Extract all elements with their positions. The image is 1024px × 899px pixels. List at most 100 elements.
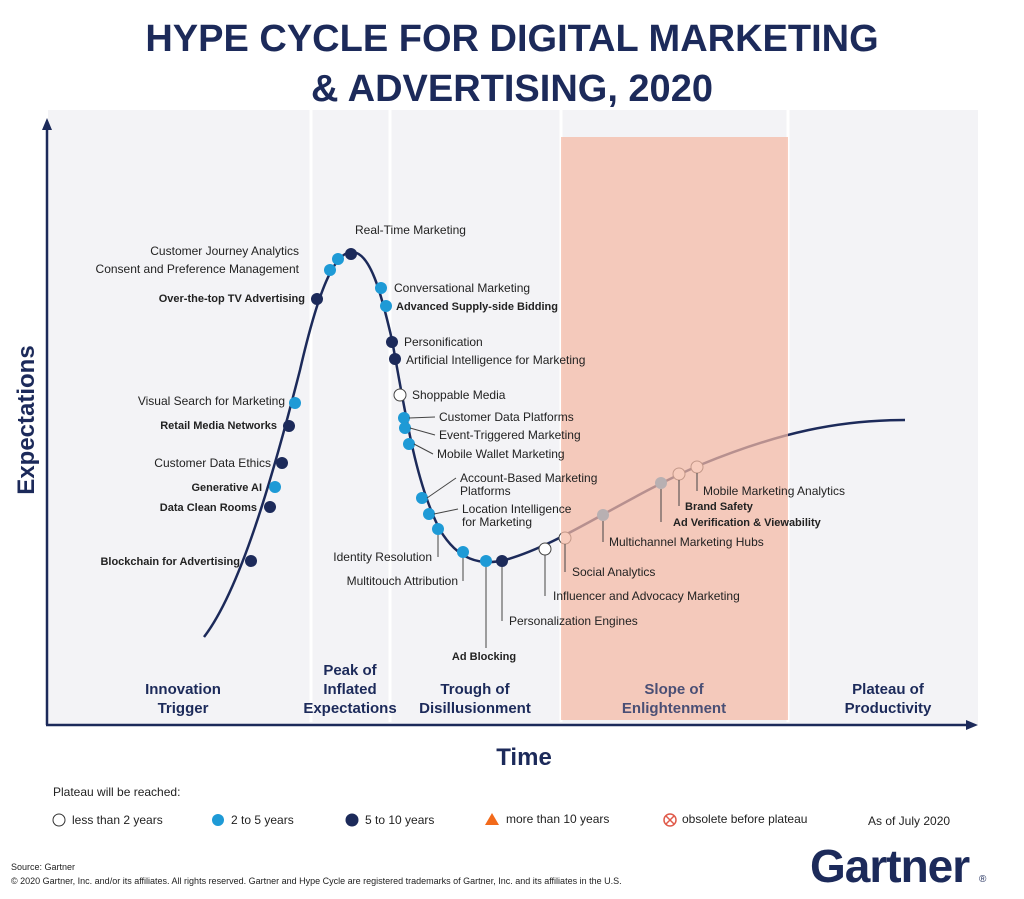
legend-item: 2 to 5 years (231, 813, 294, 827)
node-label: Blockchain for Advertising (100, 556, 240, 568)
node-dot (289, 397, 301, 409)
legend-key (663, 813, 677, 827)
node-label: Location Intelligence for Marketing (462, 502, 572, 529)
leader (408, 416, 436, 419)
node-dot (403, 438, 415, 450)
label-line: Platforms (460, 484, 511, 498)
logo: Gartner (810, 840, 970, 892)
node-label: Data Clean Rooms (160, 502, 257, 514)
node-label: Artificial Intelligence for Marketing (406, 353, 585, 367)
node-dot (311, 293, 323, 305)
phase-label: Plateau of (852, 681, 925, 698)
legend-item: 5 to 10 years (365, 813, 434, 827)
node-label: Retail Media Networks (160, 420, 277, 432)
phase-label: Inflated (323, 681, 376, 698)
label-line: for Marketing (462, 515, 532, 529)
node-dot (283, 420, 295, 432)
node-dot (375, 282, 387, 294)
node-label: Mobile Marketing Analytics (703, 484, 845, 498)
node-label: Identity Resolution (333, 550, 432, 564)
node-label: Social Analytics (572, 565, 655, 579)
legend-key (485, 813, 499, 825)
legend-keys (52, 813, 677, 827)
legend-key (665, 815, 675, 825)
leader (409, 427, 436, 436)
node-label: Customer Journey Analytics (150, 244, 299, 258)
node-dot (269, 481, 281, 493)
leader (433, 508, 459, 515)
node-label: Multitouch Attribution (347, 574, 458, 588)
phase-label: Productivity (845, 700, 932, 717)
phase-label: Trough of (440, 681, 510, 698)
node-label: Shoppable Media (412, 388, 506, 402)
phase-label: Trigger (158, 700, 209, 717)
phase-label: Enlightenment (622, 700, 726, 717)
as-of: As of July 2020 (868, 814, 950, 828)
legend-item: obsolete before plateau (682, 812, 807, 826)
y-arrow (42, 118, 52, 130)
phase-label: Peak of (323, 662, 377, 679)
node-label: Account-Based Marketing Platforms (460, 471, 597, 498)
node-label: Consent and Preference Management (96, 262, 300, 276)
node-dot (332, 253, 344, 265)
node-dot (432, 523, 444, 535)
legend-key (52, 813, 66, 827)
legend-item: less than 2 years (72, 813, 163, 827)
node-dot (423, 508, 435, 520)
node-label: Event-Triggered Marketing (439, 428, 581, 442)
node-label: Advanced Supply-side Bidding (396, 301, 558, 313)
node-dot (276, 457, 288, 469)
source: Source: Gartner (11, 862, 75, 872)
node-label: Ad Verification & Viewability (673, 517, 822, 529)
node-label: Real-Time Marketing (355, 223, 466, 237)
node-label: Mobile Wallet Marketing (437, 447, 565, 461)
title-line: HYPE CYCLE FOR DIGITAL MARKETING (145, 18, 878, 60)
node-dot (245, 555, 257, 567)
node-dot (345, 248, 357, 260)
legend-title: Plateau will be reached: (53, 785, 180, 799)
node-dot (496, 555, 508, 567)
logo-mark: ® (979, 874, 987, 885)
node-dot (380, 300, 392, 312)
y-axis-label: Expectations (13, 345, 40, 494)
title-line: & ADVERTISING, 2020 (311, 68, 713, 110)
legend-item: more than 10 years (506, 812, 609, 826)
node-dot (324, 264, 336, 276)
leader (426, 477, 457, 499)
node-label: Over-the-top TV Advertising (159, 293, 305, 305)
phase-label: Expectations (303, 700, 396, 717)
node-dot (399, 422, 411, 434)
node-dot (538, 542, 552, 556)
slope-highlight (561, 137, 788, 720)
node-label: Generative AI (191, 482, 262, 494)
node-dot (416, 492, 428, 504)
label-line: Location Intelligence (462, 502, 572, 516)
leader (413, 443, 434, 455)
phase-label: Disillusionment (419, 700, 531, 717)
axes (42, 118, 978, 730)
node-label: Multichannel Marketing Hubs (609, 535, 764, 549)
node-dot (264, 501, 276, 513)
node-dot (386, 336, 398, 348)
node-label: Brand Safety (685, 501, 754, 513)
plot-area (48, 110, 978, 724)
node-label: Conversational Marketing (394, 281, 530, 295)
labels: Blockchain for Advertising Data Clean Roo… (96, 223, 932, 717)
node-dot (398, 412, 410, 424)
copyright: © 2020 Gartner, Inc. and/or its affiliat… (11, 876, 622, 886)
x-axis-label: Time (496, 744, 552, 771)
node-dot (393, 388, 407, 402)
node-label: Influencer and Advocacy Marketing (553, 589, 740, 603)
node-dot (389, 353, 401, 365)
legend-key (212, 814, 224, 826)
node-label: Visual Search for Marketing (138, 394, 285, 408)
legend-key (345, 813, 359, 827)
node-label: Customer Data Platforms (439, 410, 574, 424)
phase-label: Slope of (644, 681, 704, 698)
x-arrow (966, 720, 978, 730)
label-line: Account-Based Marketing (460, 471, 597, 485)
node-label: Personalization Engines (509, 614, 638, 628)
node-label: Ad Blocking (452, 651, 516, 663)
